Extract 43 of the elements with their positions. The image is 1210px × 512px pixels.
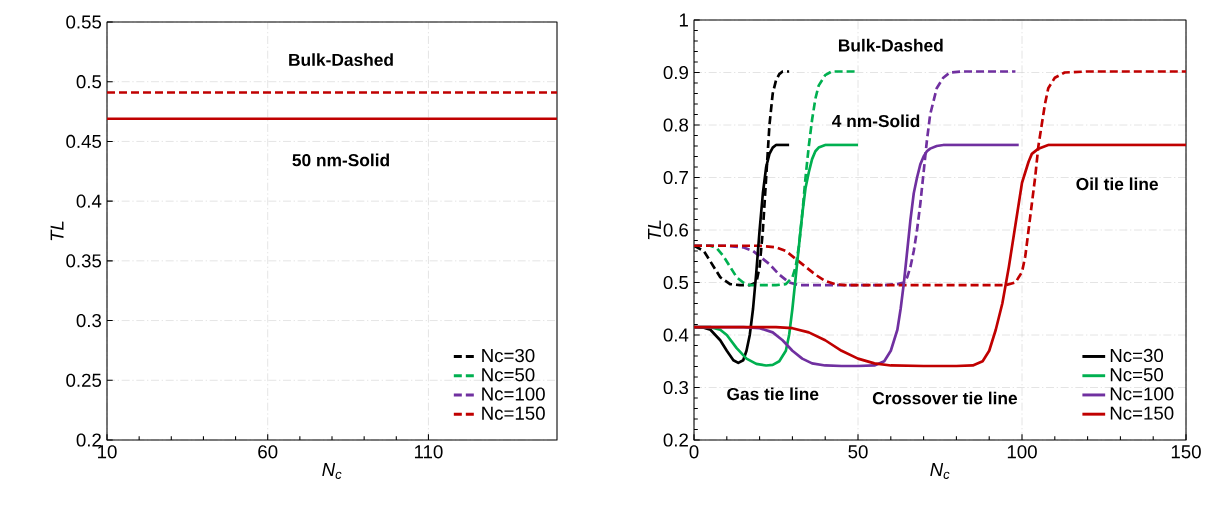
x-tick-label: 150 <box>1171 445 1201 459</box>
y-tick-label: 1 <box>679 13 688 27</box>
annotation: 4 nm-Solid <box>832 114 920 128</box>
legend-label: Nc=150 <box>482 406 545 420</box>
y-tick-label: 0.7 <box>663 170 688 185</box>
y-tick-label: 0.2 <box>663 433 688 447</box>
x-tick-label: 60 <box>258 445 278 459</box>
annotation: Bulk-Dashed <box>838 38 943 52</box>
y-axis-title: TL <box>50 221 64 241</box>
x-tick-label: 110 <box>414 445 443 459</box>
y-tick-label: 0.35 <box>66 254 102 268</box>
y-tick-label: 0.2 <box>76 433 101 447</box>
y-tick-label: 0.4 <box>663 328 689 342</box>
y-axis-title: TL <box>648 220 661 240</box>
y-tick-label: 0.45 <box>66 134 102 149</box>
x-axis-title: N$_{c}$ <box>322 463 342 479</box>
annotation: Bulk-Dashed <box>289 53 393 66</box>
annotation: Crossover tie line <box>872 391 1018 405</box>
y-tick-label: 0.3 <box>663 380 689 395</box>
y-tick-label: 0.4 <box>76 194 102 208</box>
x-tick-label: 100 <box>1007 445 1037 459</box>
legend-label: Nc=100 <box>482 387 545 401</box>
legend-label: Nc=100 <box>1110 387 1174 401</box>
y-tick-label: 0.55 <box>66 15 102 29</box>
legend-label: Nc=50 <box>482 368 535 382</box>
x-tick-label: 50 <box>848 445 868 459</box>
legend-label: Nc=50 <box>1110 368 1164 382</box>
x-tick-label: 0 <box>689 445 699 459</box>
legend-label: Nc=150 <box>1110 406 1174 420</box>
annotation: Gas tie line <box>727 387 819 401</box>
annotation: Oil tie line <box>1076 177 1158 191</box>
y-tick-label: 0.8 <box>663 118 689 132</box>
x-tick-label: 10 <box>98 445 117 459</box>
y-tick-label: 0.25 <box>66 373 102 387</box>
legend-label: Nc=30 <box>482 348 535 363</box>
y-tick-label: 0.3 <box>76 313 102 328</box>
y-tick-label: 0.5 <box>663 275 689 290</box>
x-axis-title: N$_{c}$ <box>930 463 950 479</box>
y-tick-label: 0.5 <box>76 75 102 89</box>
annotation: 50 nm-Solid <box>292 153 389 167</box>
legend-label: Nc=30 <box>1110 348 1164 363</box>
y-tick-label: 0.6 <box>663 223 689 237</box>
y-tick-label: 0.9 <box>663 65 688 80</box>
